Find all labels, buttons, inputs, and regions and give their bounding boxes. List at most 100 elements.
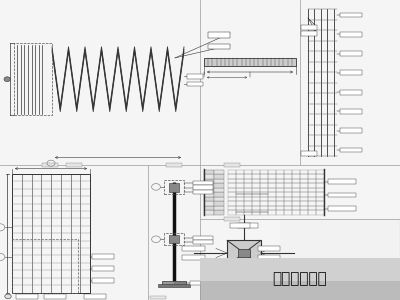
Bar xyxy=(316,201,324,206)
Bar xyxy=(228,188,236,192)
Bar xyxy=(284,188,292,192)
Bar xyxy=(292,192,300,196)
Bar xyxy=(236,183,244,188)
Bar xyxy=(268,174,276,178)
Bar xyxy=(204,188,214,192)
Bar xyxy=(328,206,356,211)
Bar xyxy=(292,178,300,183)
Bar xyxy=(268,169,276,174)
Bar xyxy=(276,188,284,192)
Bar xyxy=(204,169,214,174)
Bar xyxy=(12,174,90,292)
Bar xyxy=(268,201,276,206)
Bar xyxy=(260,192,268,196)
Bar xyxy=(236,192,244,196)
Bar xyxy=(260,169,268,174)
Bar xyxy=(301,25,317,30)
Bar xyxy=(308,201,316,206)
Bar xyxy=(12,239,78,292)
Bar xyxy=(244,188,252,192)
Bar xyxy=(244,178,252,183)
Bar xyxy=(308,169,316,174)
Bar xyxy=(252,183,260,188)
Bar xyxy=(268,210,276,214)
Bar xyxy=(182,246,205,251)
Bar xyxy=(340,148,362,152)
Bar xyxy=(252,192,260,196)
Bar xyxy=(276,196,284,201)
Bar xyxy=(252,201,260,206)
Bar xyxy=(276,178,284,183)
Bar xyxy=(228,178,236,183)
Bar xyxy=(301,31,317,36)
Bar xyxy=(300,169,308,174)
Bar xyxy=(244,206,252,210)
Bar xyxy=(276,201,284,206)
Bar xyxy=(200,165,400,219)
Bar xyxy=(214,169,224,174)
Bar xyxy=(252,178,260,183)
Bar xyxy=(268,178,276,183)
Bar xyxy=(244,201,252,206)
Bar xyxy=(316,188,324,192)
Bar xyxy=(42,163,58,167)
Bar xyxy=(236,201,244,206)
Bar xyxy=(308,183,316,188)
Bar xyxy=(228,183,236,188)
Bar xyxy=(260,178,268,183)
Bar xyxy=(292,183,300,188)
Bar xyxy=(308,196,316,201)
Bar xyxy=(260,201,268,206)
Bar xyxy=(228,196,236,201)
Bar xyxy=(258,255,280,260)
Bar xyxy=(284,196,292,201)
Bar xyxy=(300,0,400,165)
Bar xyxy=(214,183,224,188)
Bar xyxy=(284,201,292,206)
Bar xyxy=(236,169,244,174)
Bar xyxy=(244,196,252,201)
Bar xyxy=(284,178,292,183)
Bar xyxy=(292,174,300,178)
Bar xyxy=(258,246,280,251)
Bar xyxy=(300,178,308,183)
Bar xyxy=(187,82,203,86)
Bar xyxy=(204,206,214,210)
Bar xyxy=(214,206,224,210)
Bar xyxy=(308,174,316,178)
Bar xyxy=(300,174,308,178)
Bar xyxy=(308,178,316,183)
Bar xyxy=(340,13,362,17)
Bar xyxy=(328,179,356,184)
Bar xyxy=(44,294,66,299)
Bar xyxy=(204,58,296,66)
Bar xyxy=(284,183,292,188)
Bar xyxy=(268,206,276,210)
Bar xyxy=(276,192,284,196)
Bar xyxy=(208,44,230,50)
Bar xyxy=(204,174,214,178)
Bar xyxy=(208,32,230,38)
Bar xyxy=(236,188,244,192)
Bar xyxy=(244,169,252,174)
Bar xyxy=(204,178,214,183)
Bar xyxy=(252,188,260,192)
Bar xyxy=(292,206,300,210)
Bar xyxy=(300,192,308,196)
Bar xyxy=(340,32,362,37)
Bar xyxy=(268,196,276,201)
Bar xyxy=(0,0,200,165)
Bar xyxy=(276,210,284,214)
Bar xyxy=(193,181,213,185)
Bar xyxy=(276,169,284,174)
Bar xyxy=(214,196,224,201)
Bar xyxy=(200,258,400,281)
Bar xyxy=(300,196,308,201)
Bar xyxy=(84,294,106,299)
Bar xyxy=(252,169,260,174)
Bar xyxy=(230,223,250,228)
Bar xyxy=(340,51,362,56)
Bar xyxy=(260,183,268,188)
Bar xyxy=(228,201,236,206)
Bar xyxy=(228,210,236,214)
